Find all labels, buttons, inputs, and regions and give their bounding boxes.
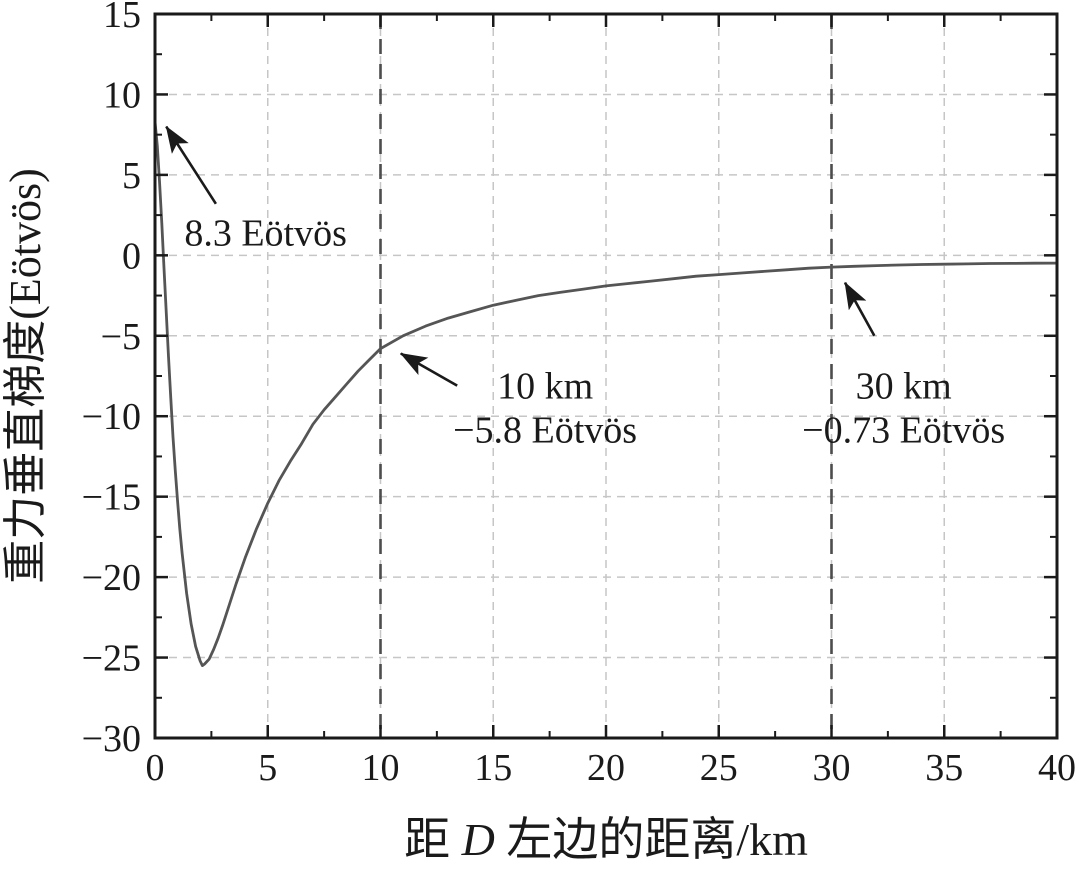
- annotation-text-start-value: 8.3 Eötvös: [184, 213, 347, 255]
- y-tick-label: −5: [101, 316, 141, 358]
- y-tick-label: −15: [82, 477, 141, 519]
- x-tick-label: 35: [925, 747, 963, 789]
- x-tick-label: 5: [258, 747, 277, 789]
- curve-gravity-vertical-gradient: [153, 120, 1059, 667]
- x-tick-label: 15: [474, 747, 512, 789]
- y-tick-label: −10: [82, 396, 141, 438]
- annotation-text-10km-value: 10 km −5.8 Eötvös: [453, 366, 637, 452]
- x-tick-label: 30: [813, 747, 851, 789]
- y-tick-label: −25: [82, 638, 141, 680]
- y-tick-label: 5: [122, 155, 141, 197]
- y-tick-label: 10: [103, 74, 141, 116]
- annotation-arrow-10km-value: [399, 352, 458, 387]
- annotation-text-30km-value: 30 km −0.73 Eötvös: [802, 366, 1005, 452]
- annotation-arrow-30km-value: [843, 281, 876, 337]
- y-tick-label: 15: [103, 0, 141, 36]
- y-tick-label: 0: [122, 235, 141, 277]
- y-tick-label: −20: [82, 557, 141, 599]
- annotation-arrow-start-value: [165, 125, 217, 205]
- x-tick-label: 0: [146, 747, 165, 789]
- x-tick-label: 40: [1038, 747, 1076, 789]
- y-tick-label: −30: [82, 718, 141, 760]
- x-axis-title: 距 D 左边的距离/km: [404, 814, 808, 865]
- x-tick-label: 10: [362, 747, 400, 789]
- x-tick-label: 20: [587, 747, 625, 789]
- x-tick-label: 25: [700, 747, 738, 789]
- y-axis-title: 重力垂直梯度(Eötvös): [1, 168, 50, 584]
